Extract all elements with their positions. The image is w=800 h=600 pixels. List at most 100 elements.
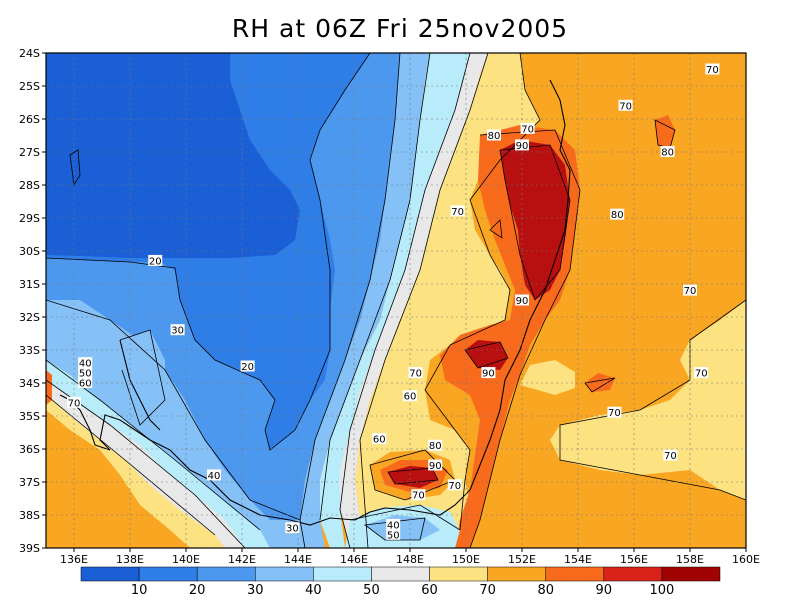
svg-text:70: 70 — [68, 398, 81, 409]
map-title: RH at 06Z Fri 25nov2005 — [231, 14, 569, 43]
lat-tick-label: 26S — [19, 113, 40, 126]
lon-tick-label: 138E — [116, 553, 144, 566]
contour-label: 60 — [78, 377, 93, 390]
svg-text:70: 70 — [695, 369, 708, 380]
contour-label: 60 — [372, 433, 387, 446]
svg-text:70: 70 — [412, 491, 425, 502]
lat-tick-label: 35S — [19, 410, 40, 423]
contour-label: 70 — [683, 284, 697, 297]
colorbar-swatch — [196, 566, 256, 582]
lat-tick-label: 27S — [19, 146, 40, 159]
colorbar-swatch — [603, 566, 663, 582]
lon-tick-label: 152E — [508, 553, 536, 566]
colorbar-swatch — [487, 566, 546, 582]
svg-text:80: 80 — [661, 148, 674, 159]
lon-tick-label: 146E — [340, 553, 368, 566]
contour-label: 30 — [170, 324, 185, 337]
colorbar-label: 90 — [596, 583, 613, 598]
svg-text:70: 70 — [521, 124, 534, 135]
contour-label: 70 — [450, 205, 465, 218]
contour-label: 70 — [67, 396, 81, 409]
lat-tick-label: 30S — [19, 245, 40, 258]
lon-tick-label: 144E — [284, 553, 312, 566]
svg-text:30: 30 — [286, 524, 299, 535]
colorbar-label: 20 — [189, 583, 206, 598]
contour-label: 20 — [240, 360, 255, 373]
svg-text:70: 70 — [619, 101, 632, 112]
svg-text:90: 90 — [516, 296, 529, 307]
contour-label: 70 — [694, 367, 709, 380]
contour-label: 70 — [663, 449, 678, 462]
lon-tick-label: 136E — [60, 553, 88, 566]
contour-label: 90 — [515, 294, 529, 307]
svg-text:50: 50 — [79, 369, 92, 380]
svg-text:60: 60 — [404, 392, 417, 403]
contour-label: 70 — [618, 99, 633, 112]
colorbar-label: 50 — [363, 583, 380, 598]
svg-text:40: 40 — [208, 471, 221, 482]
lon-tick-label: 160E — [732, 553, 760, 566]
contour-label: 70 — [520, 122, 535, 135]
contour-label: 70 — [447, 479, 462, 492]
colorbar-swatch — [371, 566, 430, 582]
svg-text:20: 20 — [149, 256, 162, 267]
coastline — [59, 79, 571, 526]
svg-text:70: 70 — [706, 65, 719, 76]
gridlines — [46, 53, 746, 548]
rh-shaded-field — [46, 53, 746, 548]
colorbar-label: 80 — [537, 583, 554, 598]
colorbar: 10 20 30 40 50 60 70 80 90 100 — [80, 566, 721, 598]
svg-text:40: 40 — [387, 520, 400, 531]
svg-text:70: 70 — [608, 408, 621, 419]
lon-tick-label: 156E — [620, 553, 648, 566]
svg-text:70: 70 — [664, 451, 677, 462]
colorbar-label: 60 — [421, 583, 438, 598]
contour-label: 70 — [408, 367, 423, 380]
colorbar-swatch — [429, 566, 488, 582]
contour-label: 40 — [78, 357, 93, 370]
contour-label: 90 — [428, 459, 443, 472]
lat-axis: 24S 25S 26S 27S 28S 29S 30S 31S 32S 33S 34S 35S 36S 3… — [19, 47, 46, 555]
lon-tick-label: 148E — [396, 553, 424, 566]
lat-tick-label: 24S — [19, 47, 40, 60]
contour-label: 80 — [487, 129, 501, 142]
lat-tick-label: 34S — [19, 377, 40, 390]
lat-tick-label: 39S — [19, 542, 40, 555]
svg-text:80: 80 — [429, 441, 442, 452]
svg-text:60: 60 — [79, 379, 92, 390]
svg-text:20: 20 — [241, 362, 254, 373]
lat-tick-label: 31S — [19, 278, 40, 291]
contour-label: 80 — [610, 208, 625, 221]
lon-tick-label: 142E — [228, 553, 256, 566]
lon-tick-label: 154E — [564, 553, 592, 566]
lon-tick-label: 158E — [676, 553, 704, 566]
contour-label: 40 — [386, 518, 401, 531]
svg-text:70: 70 — [448, 481, 461, 492]
svg-text:70: 70 — [451, 207, 464, 218]
lon-axis: 136E 138E 140E 142E 144E 146E 148E 150E 152E 154E… — [60, 548, 760, 566]
contour-label: 80 — [660, 146, 675, 159]
svg-text:40: 40 — [79, 359, 92, 370]
colorbar-swatch — [138, 566, 198, 582]
lat-tick-label: 33S — [19, 344, 40, 357]
colorbar-label: 100 — [649, 583, 674, 598]
contour-label: 70 — [705, 63, 720, 76]
colorbar-swatch — [80, 566, 140, 582]
colorbar-swatch — [545, 566, 605, 582]
lat-tick-label: 36S — [19, 443, 40, 456]
contour-label: 90 — [515, 139, 529, 152]
svg-text:90: 90 — [429, 461, 442, 472]
colorbar-label: 30 — [247, 583, 264, 598]
lat-tick-label: 25S — [19, 80, 40, 93]
svg-text:60: 60 — [373, 435, 386, 446]
contour-lines — [46, 53, 746, 548]
contour-label: 70 — [411, 489, 426, 502]
lon-tick-label: 140E — [172, 553, 200, 566]
colorbar-label: 70 — [479, 583, 496, 598]
colorbar-label: 10 — [131, 583, 148, 598]
contour-label: 50 — [78, 367, 93, 380]
svg-text:90: 90 — [482, 369, 495, 380]
svg-text:80: 80 — [611, 210, 624, 221]
